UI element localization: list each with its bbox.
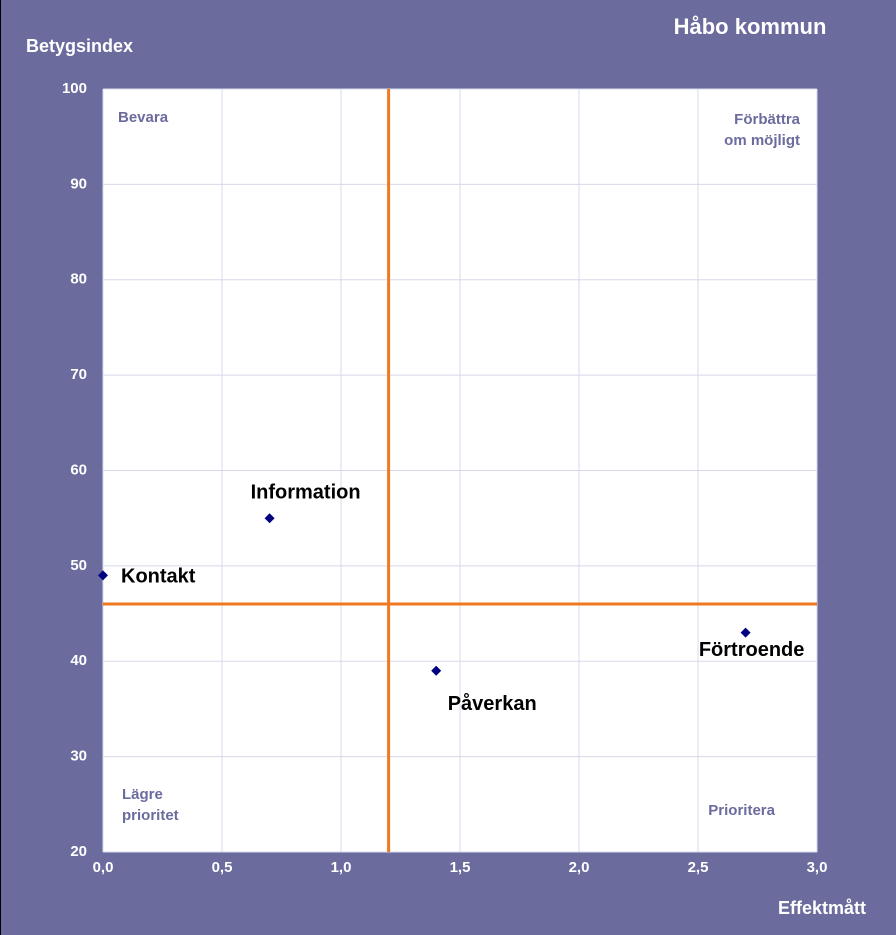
x-tick-label: 3,0 (807, 859, 828, 876)
y-tick-label: 80 (70, 271, 87, 288)
point-label: Kontakt (121, 566, 196, 588)
quadrant-label: om möjligt (724, 132, 800, 149)
x-tick-label: 1,0 (331, 859, 352, 876)
point (98, 570, 108, 581)
y-axis-title: Betygsindex (26, 36, 133, 56)
y-tick-label: 30 (70, 748, 87, 765)
point (431, 665, 442, 676)
y-tick-label: 90 (70, 175, 87, 192)
chart-title: Håbo kommun (674, 14, 827, 39)
point (264, 513, 275, 524)
point-label: Information (251, 481, 361, 503)
x-tick-label: 2,0 (569, 859, 590, 876)
x-tick-label: 0,0 (93, 859, 114, 876)
quadrant-label: Förbättra (734, 111, 800, 128)
y-tick-label: 40 (70, 652, 87, 669)
point-label: Påverkan (448, 692, 537, 715)
point-label: Förtroende (699, 639, 805, 661)
y-tick-label: 60 (70, 461, 87, 478)
x-tick-label: 2,5 (688, 859, 709, 876)
quadrant-label: Prioritera (708, 802, 775, 819)
x-axis-title: Effektmått (778, 898, 866, 918)
y-tick-label: 100 (62, 80, 87, 97)
quadrant-label: Lägre (122, 786, 163, 803)
y-tick-label: 70 (70, 366, 87, 383)
point (740, 627, 751, 638)
x-tick-label: 1,5 (450, 859, 471, 876)
y-tick-label: 20 (70, 843, 87, 860)
quadrant-label: prioritet (122, 807, 179, 824)
x-tick-label: 0,5 (212, 859, 233, 876)
y-tick-label: 50 (70, 557, 87, 574)
quadrant-label: Bevara (118, 109, 169, 126)
